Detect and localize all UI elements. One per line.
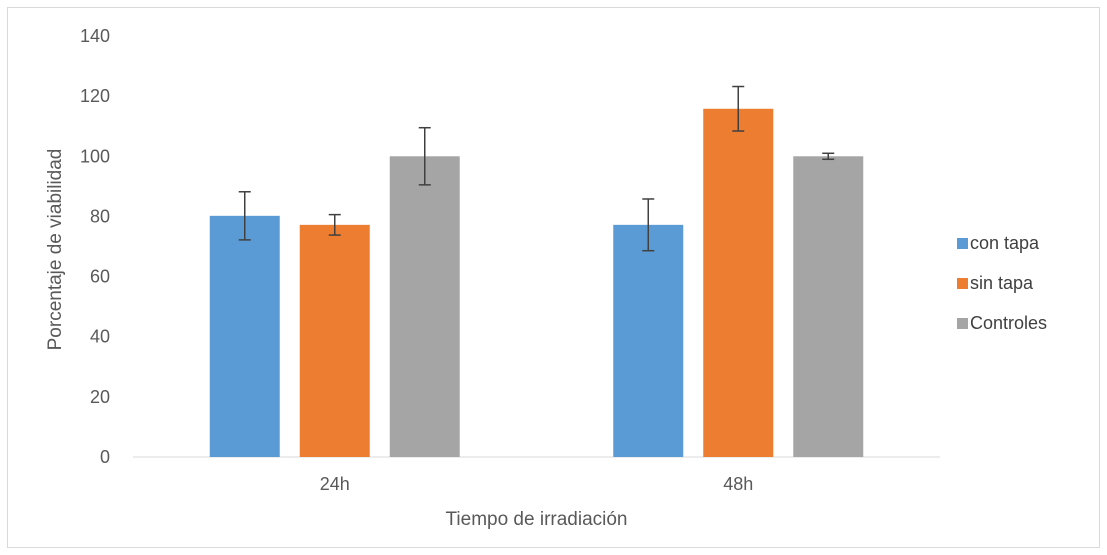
y-tick-label: 80: [90, 206, 110, 226]
legend-label: sin tapa: [970, 273, 1034, 293]
chart-frame: [7, 7, 1100, 548]
bar-sin-tapa-24h: [299, 224, 370, 457]
bars: [209, 108, 864, 458]
legend-label: con tapa: [970, 233, 1040, 253]
y-axis-title: Porcentaje de viabilidad: [45, 149, 66, 351]
y-tick-label: 100: [80, 146, 110, 166]
bar-con-tapa-48h: [613, 224, 684, 457]
y-tick-label: 0: [100, 447, 110, 467]
x-axis-ticks: 24h 48h: [320, 474, 754, 494]
legend: con tapa sin tapa Controles: [957, 233, 1047, 333]
y-tick-label: 120: [80, 86, 110, 106]
bar-con-tapa-24h: [209, 215, 280, 457]
legend-label: Controles: [970, 313, 1047, 333]
y-tick-label: 20: [90, 387, 110, 407]
error-bar: [732, 85, 745, 132]
y-tick-label: 40: [90, 327, 110, 347]
bar-controles-48h: [793, 156, 864, 458]
y-tick-label: 60: [90, 267, 110, 287]
error-bar: [328, 213, 341, 236]
legend-swatch: [957, 318, 968, 329]
legend-swatch: [957, 238, 968, 249]
error-bar: [642, 198, 655, 252]
legend-item-controles: Controles: [957, 313, 1047, 333]
bar-sin-tapa-48h: [703, 108, 774, 457]
error-bar: [418, 126, 431, 186]
legend-item-sin-tapa: sin tapa: [957, 273, 1034, 293]
error-bar: [822, 152, 835, 161]
error-bars: [238, 85, 835, 252]
legend-item-con-tapa: con tapa: [957, 233, 1040, 253]
bar-controles-24h: [389, 156, 460, 458]
x-axis-title: Tiempo de irradiación: [446, 509, 628, 530]
error-bar: [238, 191, 251, 241]
x-tick-label: 48h: [723, 474, 753, 494]
legend-swatch: [957, 278, 968, 289]
x-tick-label: 24h: [320, 474, 350, 494]
y-axis-ticks: 0 20 40 60 80 100 120 140: [80, 26, 110, 467]
y-tick-label: 140: [80, 26, 110, 46]
